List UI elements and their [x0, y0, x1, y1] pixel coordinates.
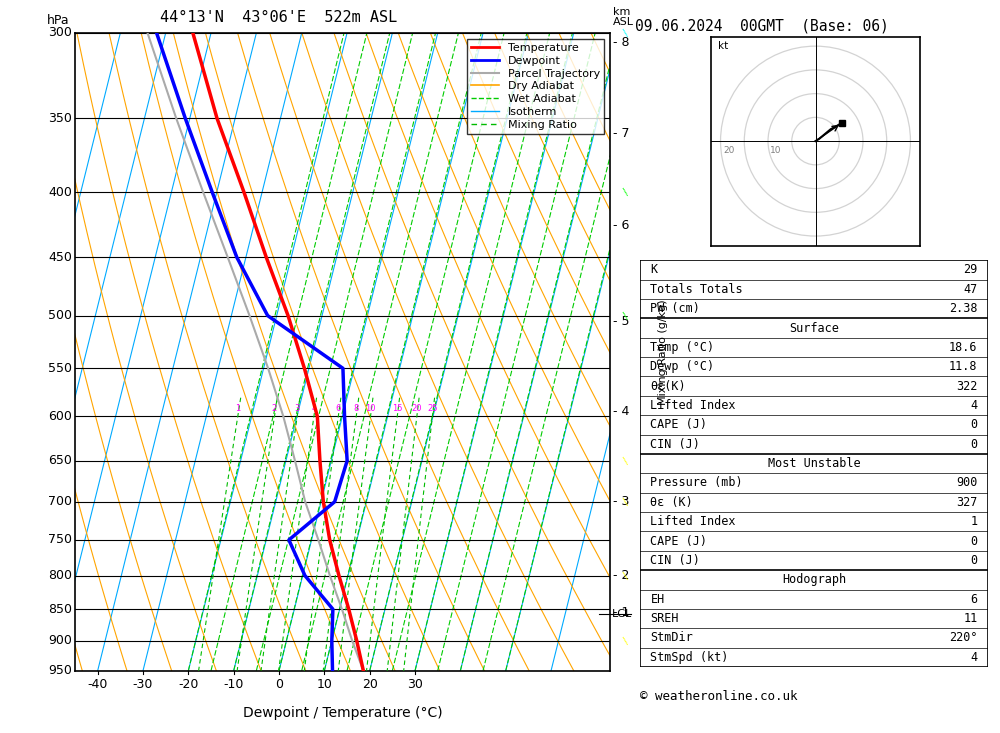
Text: 350: 350	[48, 111, 72, 125]
Text: 11: 11	[963, 612, 978, 625]
Text: 10: 10	[365, 404, 376, 413]
Text: /: /	[621, 571, 631, 581]
Text: © weatheronline.co.uk: © weatheronline.co.uk	[640, 690, 798, 703]
Text: θε (K): θε (K)	[650, 496, 693, 509]
Text: 900: 900	[956, 476, 978, 490]
Text: 400: 400	[48, 185, 72, 199]
Text: LCL: LCL	[612, 608, 633, 619]
Text: Dewpoint / Temperature (°C): Dewpoint / Temperature (°C)	[243, 706, 442, 720]
Text: 0: 0	[970, 534, 978, 548]
Text: km
ASL: km ASL	[613, 7, 634, 26]
Text: /: /	[621, 456, 631, 465]
Text: 47: 47	[963, 283, 978, 296]
Text: - 6: - 6	[613, 219, 629, 232]
Text: θε(K): θε(K)	[650, 380, 686, 393]
Text: 6: 6	[970, 593, 978, 605]
Text: 750: 750	[48, 534, 72, 546]
Text: 850: 850	[48, 603, 72, 616]
Text: Hodograph: Hodograph	[782, 573, 846, 586]
Text: 8: 8	[354, 404, 359, 413]
Text: 25: 25	[427, 404, 438, 413]
Text: -40: -40	[87, 678, 108, 691]
Text: 4: 4	[970, 399, 978, 412]
Text: StmDir: StmDir	[650, 631, 693, 644]
Text: 30: 30	[407, 678, 423, 691]
Text: /: /	[621, 636, 631, 646]
Text: - 1: - 1	[613, 606, 629, 619]
Text: Most Unstable: Most Unstable	[768, 457, 860, 470]
Text: 450: 450	[48, 251, 72, 264]
Text: Dewp (°C): Dewp (°C)	[650, 360, 715, 373]
Text: Temp (°C): Temp (°C)	[650, 341, 715, 354]
Text: 18.6: 18.6	[949, 341, 978, 354]
Text: CIN (J): CIN (J)	[650, 554, 700, 567]
Text: Surface: Surface	[789, 322, 839, 334]
Text: 09.06.2024  00GMT  (Base: 06): 09.06.2024 00GMT (Base: 06)	[635, 18, 889, 33]
Text: - 4: - 4	[613, 405, 629, 419]
Text: Lifted Index: Lifted Index	[650, 399, 736, 412]
Text: 2.38: 2.38	[949, 302, 978, 315]
Text: /: /	[621, 497, 631, 507]
Text: PW (cm): PW (cm)	[650, 302, 700, 315]
Text: - 7: - 7	[613, 128, 629, 140]
Text: 0: 0	[970, 419, 978, 432]
Text: 15: 15	[392, 404, 402, 413]
Text: /: /	[621, 29, 631, 37]
Text: 2: 2	[272, 404, 277, 413]
Text: hPa: hPa	[47, 14, 70, 26]
Text: CAPE (J): CAPE (J)	[650, 534, 707, 548]
Text: 900: 900	[48, 634, 72, 647]
Text: 322: 322	[956, 380, 978, 393]
Text: - 2: - 2	[613, 569, 629, 582]
Text: Pressure (mb): Pressure (mb)	[650, 476, 743, 490]
Text: /: /	[621, 188, 631, 197]
Text: 4: 4	[311, 404, 317, 413]
Text: 700: 700	[48, 496, 72, 508]
Text: Totals Totals: Totals Totals	[650, 283, 743, 296]
Text: 20: 20	[723, 146, 734, 155]
Text: 10: 10	[770, 146, 782, 155]
Text: 0: 0	[275, 678, 283, 691]
Text: 550: 550	[48, 362, 72, 375]
Text: 44°13'N  43°06'E  522m ASL: 44°13'N 43°06'E 522m ASL	[160, 10, 397, 26]
Text: 11.8: 11.8	[949, 360, 978, 373]
Text: 3: 3	[295, 404, 300, 413]
Text: Mixing Ratio (g/kg): Mixing Ratio (g/kg)	[658, 299, 668, 405]
Text: 10: 10	[316, 678, 332, 691]
Text: 650: 650	[48, 454, 72, 467]
Text: /: /	[621, 311, 631, 320]
Text: - 3: - 3	[613, 496, 629, 508]
Text: 300: 300	[48, 26, 72, 40]
Text: Lifted Index: Lifted Index	[650, 515, 736, 528]
Text: 500: 500	[48, 309, 72, 322]
Text: 29: 29	[963, 263, 978, 276]
Text: -10: -10	[223, 678, 244, 691]
Text: 1: 1	[235, 404, 240, 413]
Text: 600: 600	[48, 410, 72, 423]
Text: 0: 0	[970, 554, 978, 567]
Text: 800: 800	[48, 569, 72, 582]
Text: K: K	[650, 263, 658, 276]
Text: 6: 6	[336, 404, 341, 413]
Text: - 5: - 5	[613, 314, 629, 328]
Text: 220°: 220°	[949, 631, 978, 644]
Text: - 8: - 8	[613, 36, 629, 48]
Legend: Temperature, Dewpoint, Parcel Trajectory, Dry Adiabat, Wet Adiabat, Isotherm, Mi: Temperature, Dewpoint, Parcel Trajectory…	[467, 39, 604, 134]
Text: 1: 1	[970, 515, 978, 528]
Text: SREH: SREH	[650, 612, 679, 625]
Text: CAPE (J): CAPE (J)	[650, 419, 707, 432]
Text: 4: 4	[970, 651, 978, 664]
Text: CIN (J): CIN (J)	[650, 438, 700, 451]
Text: 20: 20	[412, 404, 422, 413]
Text: EH: EH	[650, 593, 665, 605]
Text: -20: -20	[178, 678, 199, 691]
Text: -30: -30	[133, 678, 153, 691]
Text: 0: 0	[970, 438, 978, 451]
Text: 20: 20	[362, 678, 378, 691]
Text: 327: 327	[956, 496, 978, 509]
Text: StmSpd (kt): StmSpd (kt)	[650, 651, 729, 664]
Text: kt: kt	[718, 40, 728, 51]
Text: 950: 950	[48, 664, 72, 677]
